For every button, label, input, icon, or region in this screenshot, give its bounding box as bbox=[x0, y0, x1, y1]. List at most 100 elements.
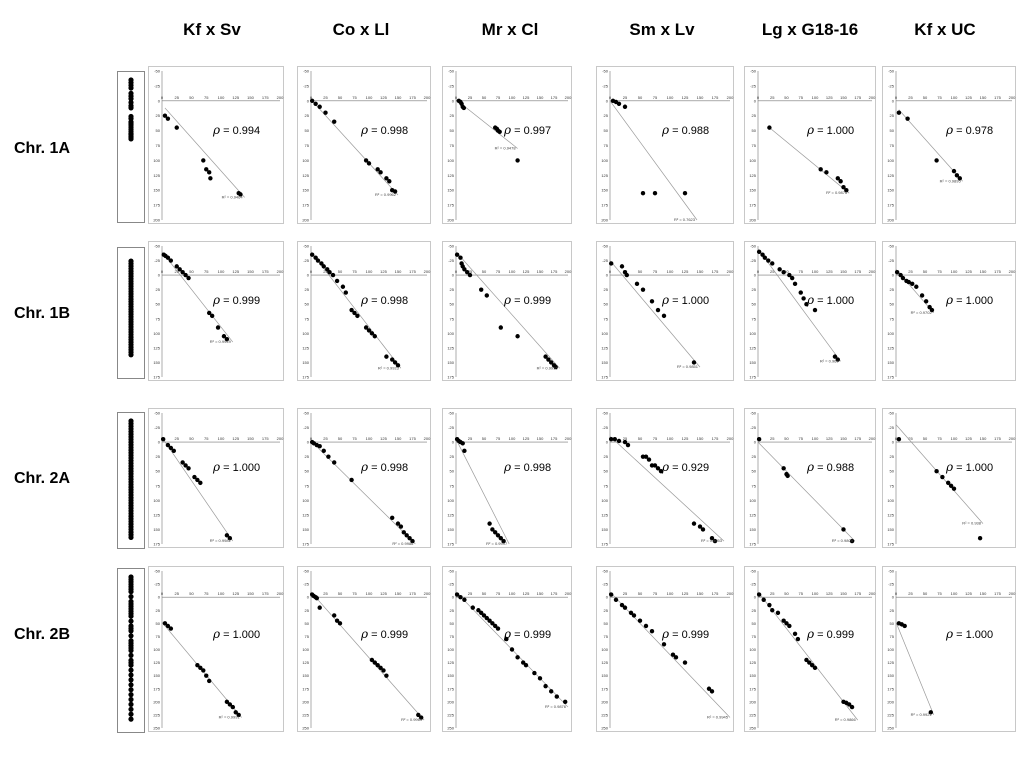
x-tick-label: 75 bbox=[352, 436, 357, 441]
data-point bbox=[649, 628, 655, 634]
scatter-plot: -50 -25 0 25 50 75 100 125 150 175 25 50 75 100 125 150… bbox=[744, 408, 876, 548]
data-point bbox=[709, 689, 715, 694]
data-point bbox=[309, 98, 315, 103]
y-tick-label: 75 bbox=[604, 483, 609, 488]
data-point bbox=[940, 474, 945, 480]
x-tick-label: 25 bbox=[468, 269, 473, 274]
rho-label: ρ = 0.998 bbox=[361, 123, 408, 137]
data-point bbox=[323, 110, 328, 115]
rho-label: ρ = 0.999 bbox=[504, 293, 551, 307]
data-point bbox=[919, 293, 925, 298]
x-tick-label: 25 bbox=[323, 436, 328, 441]
y-tick-label: -50 bbox=[750, 244, 757, 249]
scatter-plot: -50 -25 0 25 50 75 100 125 150 175 25 50 75 100 125 150… bbox=[882, 241, 1016, 381]
y-tick-label: 125 bbox=[153, 660, 160, 665]
scatter-plot: -50 -25 0 25 50 75 100 125 150 175 25 50 75 100 125 150… bbox=[442, 241, 572, 381]
trend-line bbox=[895, 622, 935, 716]
trend-line bbox=[310, 251, 402, 369]
data-point bbox=[165, 442, 171, 448]
rho-label: ρ = 0.999 bbox=[213, 293, 260, 307]
data-point bbox=[183, 272, 188, 278]
x-tick-label: 150 bbox=[980, 95, 987, 100]
trend-line bbox=[757, 441, 856, 542]
data-point bbox=[498, 535, 503, 541]
scatter-panel-chr-2b-lg-x-g18-16: -50 -25 0 25 50 75 100 125 150 175 200 225 250 25 50 75… bbox=[744, 566, 876, 732]
trend-line bbox=[455, 251, 560, 369]
data-point bbox=[490, 621, 495, 626]
y-tick-label: 75 bbox=[890, 483, 895, 488]
y-tick-label: 150 bbox=[749, 673, 756, 678]
trend-line bbox=[898, 109, 963, 182]
r-squared-label: R² = 0.9809 bbox=[832, 538, 854, 543]
y-tick-label: 50 bbox=[156, 302, 161, 307]
x-tick-label: 0 bbox=[310, 269, 313, 274]
y-tick-label: 100 bbox=[447, 158, 454, 163]
rho-value: = 0.994 bbox=[220, 125, 261, 137]
chromosome-marker bbox=[128, 716, 134, 722]
y-tick-label: 50 bbox=[450, 469, 455, 474]
y-tick-label: -50 bbox=[888, 244, 895, 249]
y-tick-label: 25 bbox=[604, 287, 609, 292]
y-tick-label: 250 bbox=[302, 726, 309, 731]
y-tick-label: -25 bbox=[154, 258, 161, 263]
x-tick-label: 200 bbox=[565, 269, 572, 274]
y-tick-label: 100 bbox=[153, 498, 160, 503]
chromosome-marker bbox=[128, 652, 134, 658]
data-point bbox=[554, 694, 559, 699]
y-tick-label: 250 bbox=[887, 726, 894, 731]
x-tick-label: 75 bbox=[937, 269, 942, 274]
chromosome-marker-plot bbox=[128, 77, 134, 142]
scatter-plot: -50 -25 0 25 50 75 100 125 150 175 200 225 250 25 50 75… bbox=[744, 566, 876, 732]
r-squared-label: R² = 0.9702 bbox=[911, 310, 933, 315]
data-point bbox=[537, 676, 543, 681]
x-tick-label: 200 bbox=[424, 436, 431, 441]
data-point bbox=[785, 473, 790, 479]
y-tick-label: 125 bbox=[887, 660, 894, 665]
y-tick-label: 150 bbox=[153, 527, 160, 532]
y-tick-label: -50 bbox=[448, 244, 455, 249]
rho-label: ρ = 1.000 bbox=[946, 293, 993, 307]
x-tick-label: 175 bbox=[994, 95, 1001, 100]
y-tick-label: -25 bbox=[448, 582, 455, 587]
data-point bbox=[160, 437, 166, 442]
rho-value: = 0.998 bbox=[368, 295, 409, 307]
data-point bbox=[841, 185, 846, 190]
y-tick-label: -25 bbox=[750, 582, 757, 587]
x-tick-label: 175 bbox=[262, 269, 269, 274]
data-point bbox=[363, 158, 369, 163]
data-point bbox=[549, 360, 554, 365]
y-tick-label: 50 bbox=[752, 469, 757, 474]
y-tick-label: 25 bbox=[604, 608, 609, 613]
data-point bbox=[465, 270, 470, 275]
y-tick-label: 200 bbox=[887, 699, 894, 704]
x-tick-label: 100 bbox=[951, 269, 958, 274]
chromosome-marker bbox=[128, 647, 134, 654]
row-header-chr-2b: Chr. 2B bbox=[13, 626, 70, 643]
chromosome-map-chr-1a bbox=[117, 71, 145, 223]
data-point bbox=[624, 272, 629, 278]
y-tick-label: 25 bbox=[156, 454, 161, 459]
y-tick-label: 150 bbox=[302, 673, 309, 678]
y-tick-label: 100 bbox=[887, 331, 894, 336]
x-tick-label: 100 bbox=[509, 269, 516, 274]
y-tick-label: 0 bbox=[606, 98, 609, 103]
chromosome-marker bbox=[128, 692, 134, 698]
y-tick-label: 125 bbox=[302, 173, 309, 178]
y-tick-label: 175 bbox=[153, 686, 160, 691]
data-point bbox=[946, 480, 951, 486]
scatter-panel-chr-2a-sm-x-lv: -50 -25 0 25 50 75 100 125 150 175 25 50 75 100 125 150… bbox=[596, 408, 734, 548]
x-tick-label: 75 bbox=[653, 591, 658, 596]
y-tick-label: 25 bbox=[752, 454, 757, 459]
y-tick-label: 125 bbox=[302, 345, 309, 350]
x-tick-label: 75 bbox=[496, 95, 501, 100]
x-tick-label: 0 bbox=[310, 95, 313, 100]
x-tick-label: 75 bbox=[799, 591, 804, 596]
data-point bbox=[643, 454, 649, 459]
y-tick-label: -50 bbox=[888, 569, 895, 574]
rho-label: ρ = 0.999 bbox=[662, 627, 709, 641]
y-tick-label: 50 bbox=[604, 469, 609, 474]
data-point bbox=[372, 334, 377, 339]
y-tick-label: 0 bbox=[452, 98, 455, 103]
data-point bbox=[416, 712, 421, 718]
y-tick-label: 125 bbox=[601, 173, 608, 178]
